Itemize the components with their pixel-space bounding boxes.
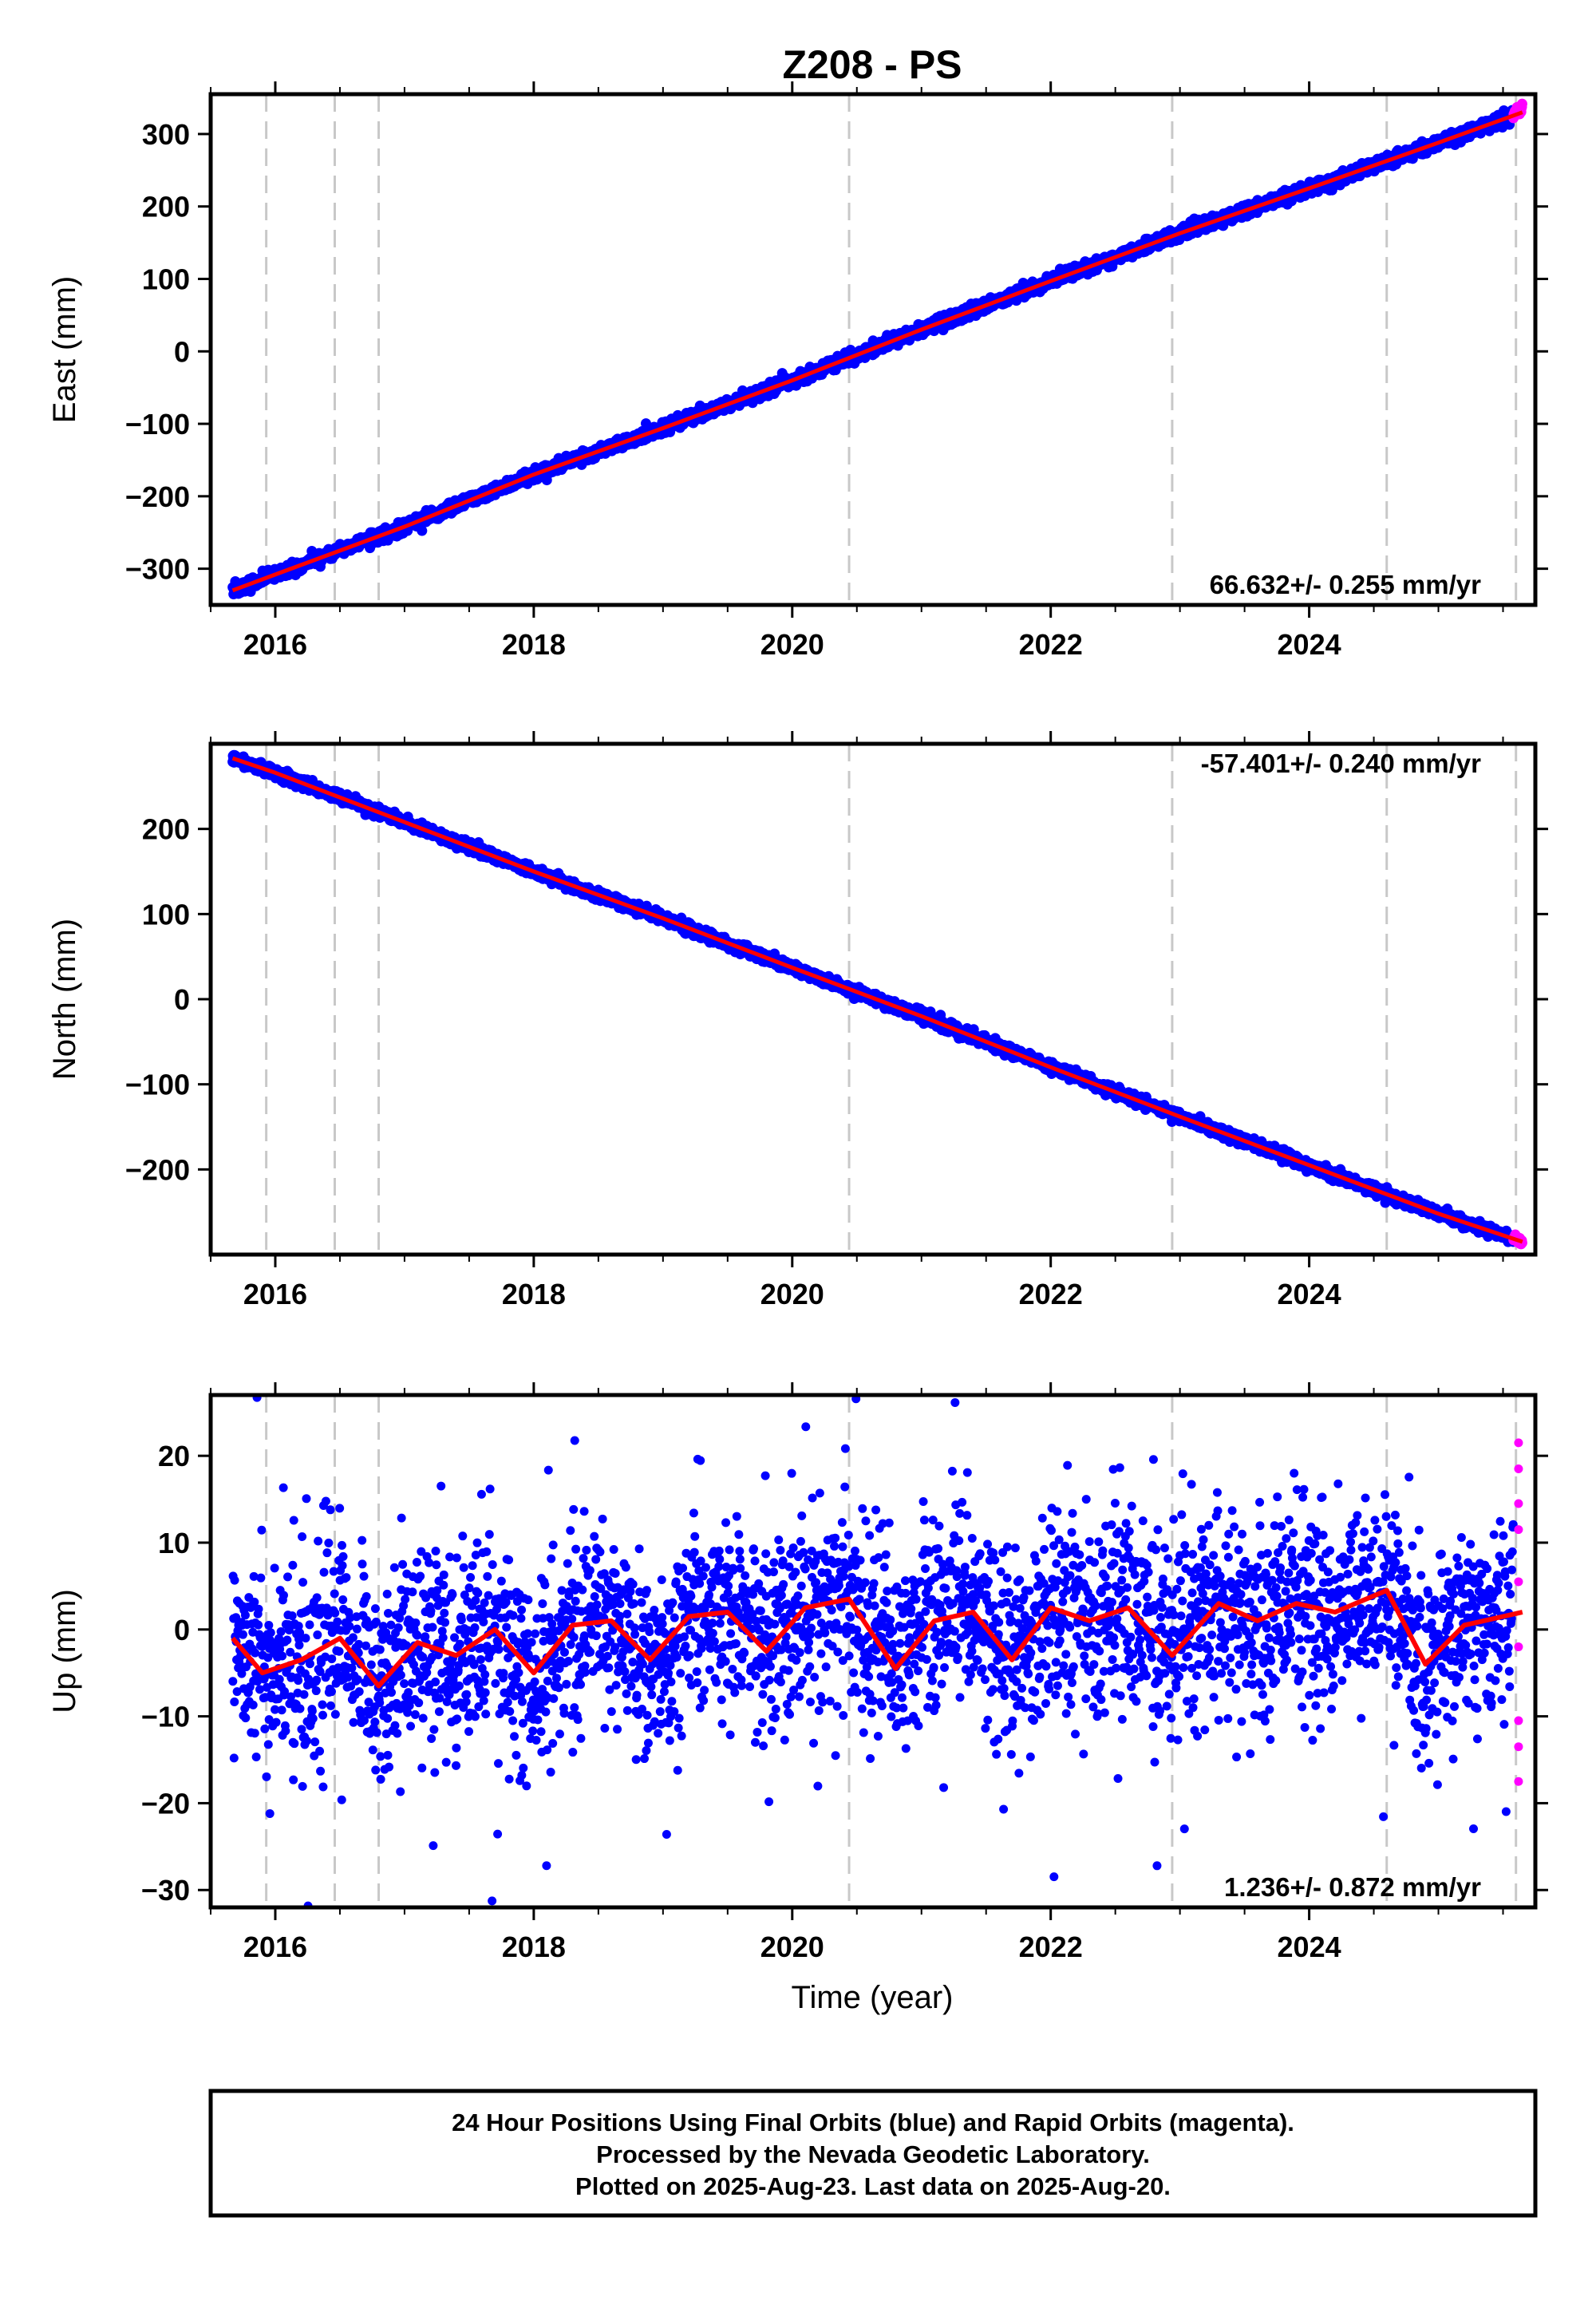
east-x-tick-label: 2018	[502, 628, 566, 661]
east-trend-line	[231, 110, 1523, 593]
east-y-tick-label: −100	[125, 408, 190, 441]
east-y-tick-label: 100	[142, 263, 190, 295]
east-data-points	[227, 98, 1527, 600]
east-y-tick-label: −300	[125, 553, 190, 586]
chart-title: Z208 - PS	[782, 42, 962, 87]
east-y-tick-label: 300	[142, 118, 190, 151]
east-x-ticks: 2016 2018 2020 2022 2024	[210, 81, 1504, 661]
east-y-tick-label: 200	[142, 191, 190, 223]
east-series-0-point	[417, 525, 428, 536]
east-series-1	[1508, 98, 1527, 124]
east-rate-label: 66.632+/- 0.255 mm/yr	[1210, 570, 1481, 599]
east-x-tick-label: 2022	[1019, 628, 1083, 661]
east-y-ticks: 300 200 100 0 −100 −200 −300	[125, 118, 1548, 586]
east-y-tick-label: 0	[174, 335, 190, 368]
east-panel: 2016 2018 2020 2022 2024 300 200 100 0 −100 −200 −3…	[47, 81, 1548, 661]
east-plot-frame	[208, 92, 1538, 607]
north-panel: 2016 2018 2020 2022 20242001000−100−200North…	[47, 731, 1548, 1310]
east-series-1-point	[1516, 98, 1527, 109]
east-y-tick-label: −200	[125, 480, 190, 513]
north-break-lines	[265, 744, 1518, 1255]
east-series-0	[227, 105, 1519, 600]
east-x-tick-label: 2016	[243, 628, 307, 661]
east-x-tick-label: 2024	[1278, 628, 1341, 661]
east-y-axis-label: East (mm)	[47, 276, 82, 423]
east-x-tick-label: 2020	[760, 628, 824, 661]
